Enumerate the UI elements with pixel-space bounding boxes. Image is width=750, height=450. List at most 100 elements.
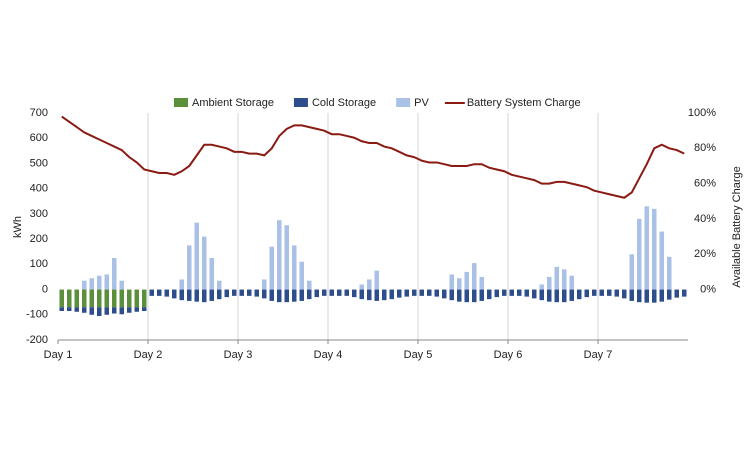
bar bbox=[337, 289, 342, 296]
bar bbox=[644, 289, 649, 303]
legend-label: Cold Storage bbox=[312, 97, 376, 109]
bar bbox=[359, 289, 364, 300]
y-tick-label: 200 bbox=[30, 233, 48, 245]
bar bbox=[419, 289, 424, 296]
line bbox=[61, 115, 685, 199]
bar bbox=[464, 289, 469, 303]
bar bbox=[112, 258, 117, 290]
bar bbox=[584, 289, 589, 298]
bar bbox=[134, 289, 139, 308]
bar bbox=[262, 289, 267, 299]
y2-axis-label: Available Battery Charge bbox=[731, 166, 743, 287]
bar bbox=[659, 231, 664, 290]
bar bbox=[479, 289, 484, 301]
bar bbox=[119, 289, 124, 308]
bar bbox=[524, 289, 529, 297]
bar bbox=[104, 274, 109, 290]
y2-tick-label: 100% bbox=[688, 107, 716, 119]
bar bbox=[254, 289, 259, 297]
bar bbox=[329, 289, 334, 296]
bar bbox=[277, 220, 282, 290]
x-tick-label: Day 7 bbox=[584, 349, 613, 361]
y-tick-label: 100 bbox=[30, 258, 48, 270]
bar bbox=[269, 246, 274, 290]
bar bbox=[322, 289, 327, 296]
y-tick-label: 300 bbox=[30, 208, 48, 220]
bar bbox=[539, 289, 544, 301]
bar bbox=[232, 289, 237, 296]
bar bbox=[187, 245, 192, 290]
bar bbox=[97, 289, 102, 308]
bar bbox=[374, 289, 379, 301]
bar bbox=[209, 258, 214, 290]
bar bbox=[89, 307, 94, 315]
y2-tick-label: 20% bbox=[694, 248, 716, 260]
bar bbox=[149, 289, 154, 296]
bar bbox=[569, 289, 574, 301]
bar bbox=[509, 289, 514, 296]
y2-tick-label: 40% bbox=[694, 213, 716, 225]
bar bbox=[179, 289, 184, 301]
bar bbox=[554, 289, 559, 303]
bar bbox=[674, 289, 679, 298]
bar bbox=[622, 289, 627, 299]
bar bbox=[269, 289, 274, 301]
bar bbox=[97, 275, 102, 290]
bar bbox=[487, 289, 492, 300]
bar bbox=[344, 289, 349, 296]
bar bbox=[292, 289, 297, 302]
x-tick-label: Day 2 bbox=[134, 349, 163, 361]
bar bbox=[224, 289, 229, 298]
bar bbox=[457, 278, 462, 290]
bar bbox=[202, 289, 207, 303]
x-tick-label: Day 4 bbox=[314, 349, 343, 361]
bar bbox=[412, 289, 417, 296]
legend-label: Battery System Charge bbox=[467, 97, 581, 109]
bar bbox=[517, 289, 522, 296]
bar bbox=[652, 208, 657, 290]
bar bbox=[547, 276, 552, 290]
x-tick-label: Day 5 bbox=[404, 349, 433, 361]
legend-label: PV bbox=[414, 97, 429, 109]
bar bbox=[374, 270, 379, 290]
bar bbox=[67, 307, 72, 311]
y-tick-label: -100 bbox=[26, 309, 48, 321]
bar bbox=[299, 261, 304, 290]
bar bbox=[247, 289, 252, 296]
bar bbox=[314, 289, 319, 298]
bar bbox=[194, 222, 199, 290]
bar bbox=[494, 289, 499, 298]
y2-tick-label: 80% bbox=[694, 142, 716, 154]
bar bbox=[119, 307, 124, 315]
y-tick-label: 500 bbox=[30, 157, 48, 169]
bar bbox=[352, 289, 357, 298]
bar bbox=[442, 289, 447, 299]
bar bbox=[427, 289, 432, 296]
bar bbox=[464, 271, 469, 290]
bar bbox=[359, 284, 364, 290]
bar bbox=[404, 289, 409, 297]
bar bbox=[382, 289, 387, 301]
bar bbox=[667, 289, 672, 300]
bar bbox=[134, 307, 139, 312]
bar bbox=[127, 289, 132, 308]
y2-tick-label: 60% bbox=[694, 178, 716, 190]
bar bbox=[592, 289, 597, 296]
bar bbox=[112, 307, 117, 314]
bar bbox=[112, 289, 117, 308]
bar bbox=[569, 275, 574, 290]
bar bbox=[104, 307, 109, 315]
bar bbox=[367, 289, 372, 301]
bar bbox=[284, 289, 289, 303]
bar bbox=[472, 263, 477, 290]
bar bbox=[239, 289, 244, 296]
y-tick-label: 600 bbox=[30, 132, 48, 144]
bar bbox=[217, 289, 222, 300]
bar bbox=[457, 289, 462, 302]
y-tick-label: -200 bbox=[26, 334, 48, 346]
bar bbox=[82, 289, 87, 308]
bar bbox=[217, 280, 222, 290]
legend-marker bbox=[293, 98, 308, 107]
y-tick-label: 700 bbox=[30, 107, 48, 119]
bar bbox=[142, 307, 147, 311]
